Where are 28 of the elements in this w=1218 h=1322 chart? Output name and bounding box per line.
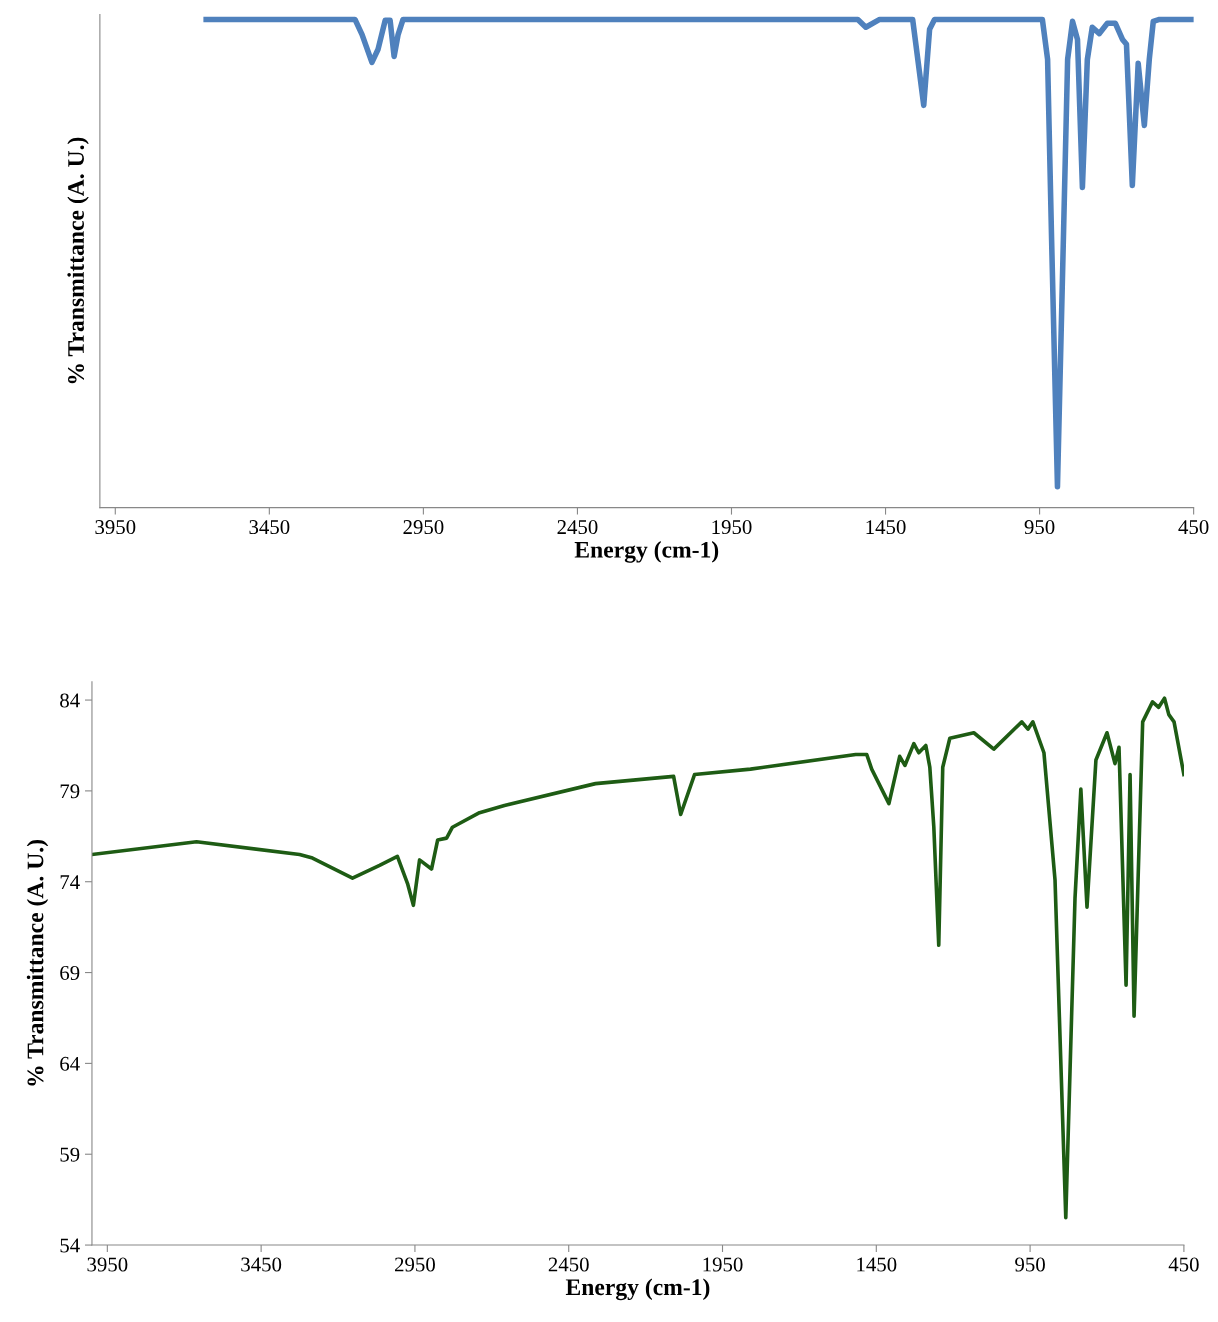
y-tick-label: 54 bbox=[60, 1238, 80, 1253]
x-tick-label: 950 bbox=[1024, 520, 1055, 535]
y-tick-label: 79 bbox=[60, 784, 80, 799]
x-tick-label: 1950 bbox=[703, 1257, 743, 1272]
x-tick-label: 1450 bbox=[857, 1257, 897, 1272]
x-tick-label: 3950 bbox=[87, 1257, 128, 1272]
y-tick-label: 59 bbox=[60, 1147, 80, 1162]
y-axis-title: % Transmittance (A. U.) bbox=[67, 137, 89, 384]
x-tick-label: 3450 bbox=[249, 520, 290, 535]
x-tick-label: 2450 bbox=[548, 1257, 589, 1272]
x-tick-label: 1950 bbox=[712, 520, 752, 535]
x-axis-title: Energy (cm-1) bbox=[574, 541, 719, 563]
x-axis-title: Energy (cm-1) bbox=[565, 1278, 710, 1301]
x-tick-label: 1450 bbox=[866, 520, 906, 535]
x-tick-label: 2450 bbox=[557, 520, 598, 535]
x-tick-label: 3950 bbox=[95, 520, 136, 535]
x-tick-label: 3450 bbox=[241, 1257, 282, 1272]
line-series bbox=[91, 696, 1184, 1220]
x-tick-label: 450 bbox=[1178, 520, 1209, 535]
x-tick-label: 2950 bbox=[395, 1257, 435, 1272]
x-tick-label: 950 bbox=[1015, 1257, 1045, 1272]
y-tick-label: 74 bbox=[60, 875, 80, 889]
y-tick-label: 69 bbox=[60, 965, 80, 980]
x-tick-label: 450 bbox=[1168, 1257, 1199, 1272]
y-axis-title: % Transmittance (A. U.) bbox=[26, 840, 49, 1086]
x-tick-label: 2950 bbox=[403, 520, 444, 535]
y-tick-label: 84 bbox=[60, 693, 80, 708]
y-tick-label: 64 bbox=[60, 1056, 80, 1071]
